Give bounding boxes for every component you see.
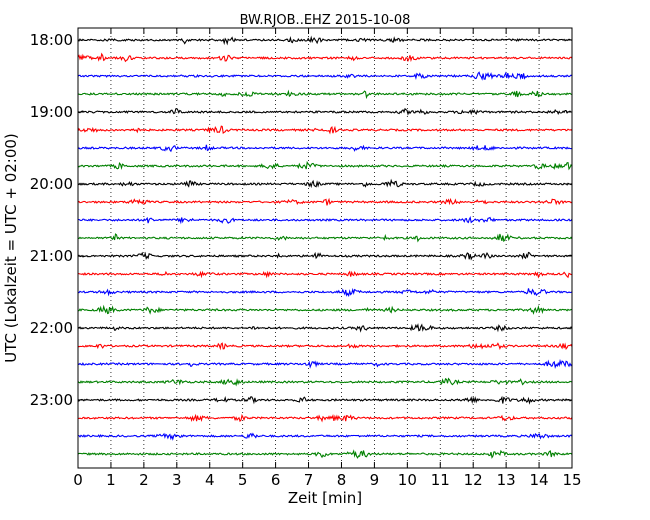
- y-tick-label: 20:00: [30, 175, 73, 193]
- chart-title: BW.RJOB..EHZ 2015-10-08: [240, 13, 411, 28]
- trace-2045: [77, 233, 573, 243]
- x-tick-label: 8: [337, 471, 347, 489]
- trace-1815: [77, 52, 573, 63]
- x-tick-label: 7: [304, 471, 314, 489]
- trace-2145: [77, 304, 573, 315]
- x-tick-label: 5: [238, 471, 248, 489]
- y-tick-label: 18:00: [30, 31, 73, 49]
- x-tick-label: 11: [431, 471, 450, 489]
- trace-2200: [77, 323, 573, 333]
- x-tick-label: 1: [106, 471, 116, 489]
- x-tick-label: 9: [370, 471, 380, 489]
- trace-1800: [77, 35, 573, 46]
- x-tick-label: 15: [562, 471, 581, 489]
- trace-1930: [77, 144, 573, 153]
- grid-lines: [110, 28, 540, 468]
- trace-2030: [78, 215, 573, 225]
- y-tick-label: 19:00: [30, 103, 73, 121]
- trace-1845: [77, 89, 573, 100]
- trace-2115: [77, 270, 573, 279]
- x-tick-label: 12: [464, 471, 483, 489]
- trace-2100: [77, 251, 573, 261]
- x-tick-label: 13: [497, 471, 516, 489]
- x-tick-label: 2: [139, 471, 149, 489]
- trace-2315: [77, 413, 573, 423]
- y-axis-label: UTC (Lokalzeit = UTC + 02:00): [2, 133, 20, 363]
- trace-2215: [77, 342, 573, 351]
- trace-2015: [77, 197, 573, 206]
- y-tick-label: 23:00: [30, 391, 73, 409]
- trace-2330: [77, 432, 573, 441]
- trace-2345: [77, 449, 573, 459]
- trace-1830: [77, 71, 573, 81]
- x-tick-label: 3: [172, 471, 182, 489]
- x-tick-label: 10: [398, 471, 417, 489]
- y-tick-label: 21:00: [30, 247, 73, 265]
- trace-2300: [77, 395, 573, 405]
- x-axis-ticks: 0 1 2 3 4 5 6 7 8 9 10 11 12 13 14 15: [73, 28, 582, 489]
- trace-2130: [77, 287, 573, 298]
- x-axis-label: Zeit [min]: [288, 489, 362, 507]
- trace-1915: [77, 125, 573, 135]
- y-tick-label: 22:00: [30, 319, 73, 337]
- trace-2245: [77, 377, 573, 387]
- trace-2230: [77, 358, 573, 370]
- x-tick-label: 0: [73, 471, 83, 489]
- trace-1945: [77, 160, 573, 171]
- trace-2000: [77, 178, 573, 189]
- x-tick-label: 14: [530, 471, 549, 489]
- x-tick-label: 4: [205, 471, 215, 489]
- y-axis-ticks: 18:00 19:00 20:00 21:00 22:00 23:00: [30, 31, 572, 409]
- trace-1900: [77, 107, 572, 116]
- plot-frame: [77, 27, 573, 469]
- x-tick-label: 6: [271, 471, 281, 489]
- seismic-traces: [77, 35, 573, 459]
